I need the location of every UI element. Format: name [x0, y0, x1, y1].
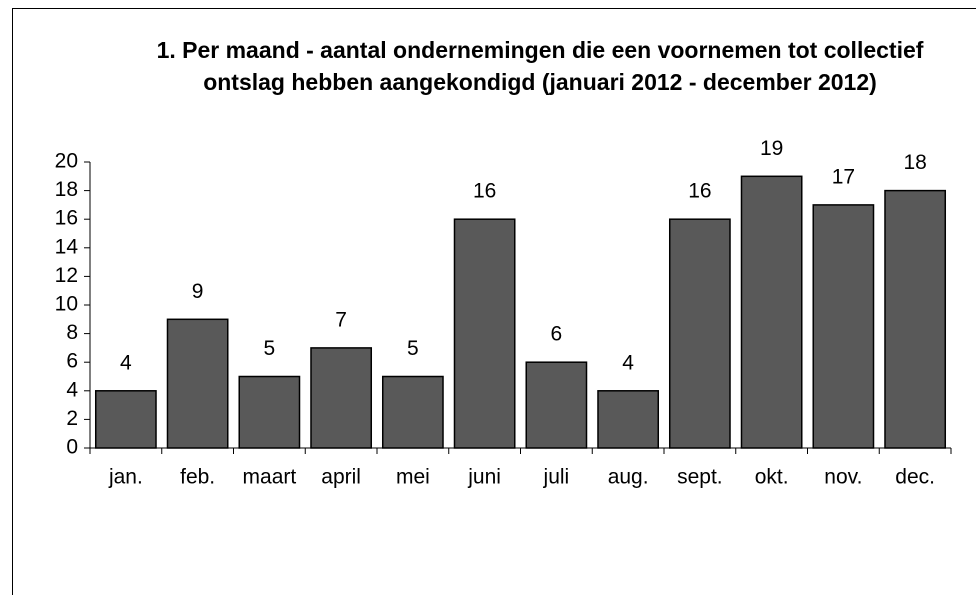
y-tick-label: 2 — [66, 407, 78, 430]
x-tick-label: sept. — [677, 466, 723, 489]
bar — [238, 375, 301, 449]
y-tick-label: 6 — [66, 350, 78, 373]
y-tick-label: 10 — [55, 293, 78, 316]
value-label: 18 — [903, 151, 926, 174]
bar — [740, 175, 803, 449]
value-label: 5 — [407, 337, 419, 360]
x-tick-label: mei — [396, 466, 430, 489]
value-label: 6 — [551, 323, 563, 346]
chart-title: 1. Per maand - aantal ondernemingen die … — [156, 37, 924, 95]
x-tick-label: dec. — [895, 466, 935, 489]
value-label: 16 — [473, 180, 496, 203]
bar — [525, 361, 588, 449]
y-tick-label: 4 — [66, 378, 78, 401]
value-label: 16 — [688, 180, 711, 203]
x-tick-label: jan. — [108, 466, 143, 489]
value-label: 4 — [120, 351, 132, 374]
bar — [453, 218, 516, 449]
bar — [597, 390, 660, 449]
x-tick-label: feb. — [180, 466, 215, 489]
bar — [381, 375, 444, 449]
bar — [884, 189, 947, 449]
x-tick-label: maart — [243, 466, 297, 489]
y-tick-label: 0 — [66, 436, 78, 459]
value-label: 9 — [192, 280, 204, 303]
y-tick-label: 16 — [55, 207, 78, 230]
value-label: 17 — [832, 165, 855, 188]
y-tick-label: 14 — [55, 235, 79, 258]
y-tick-label: 8 — [66, 321, 78, 344]
x-tick-label: okt. — [755, 466, 789, 489]
x-tick-label: juli — [543, 466, 570, 489]
x-tick-label: aug. — [608, 466, 649, 489]
value-label: 7 — [335, 308, 347, 331]
x-tick-label: nov. — [824, 466, 862, 489]
bar — [94, 390, 157, 449]
y-tick-label: 12 — [55, 264, 78, 287]
bar — [812, 204, 875, 449]
bar — [668, 218, 731, 449]
x-tick-label: april — [321, 466, 361, 489]
y-tick-label: 18 — [55, 178, 78, 201]
bar — [310, 347, 373, 449]
value-label: 4 — [622, 351, 634, 374]
x-tick-label: juni — [467, 466, 501, 489]
value-label: 19 — [760, 137, 783, 160]
value-label: 5 — [264, 337, 276, 360]
y-tick-label: 20 — [55, 150, 78, 173]
bar — [166, 318, 229, 449]
